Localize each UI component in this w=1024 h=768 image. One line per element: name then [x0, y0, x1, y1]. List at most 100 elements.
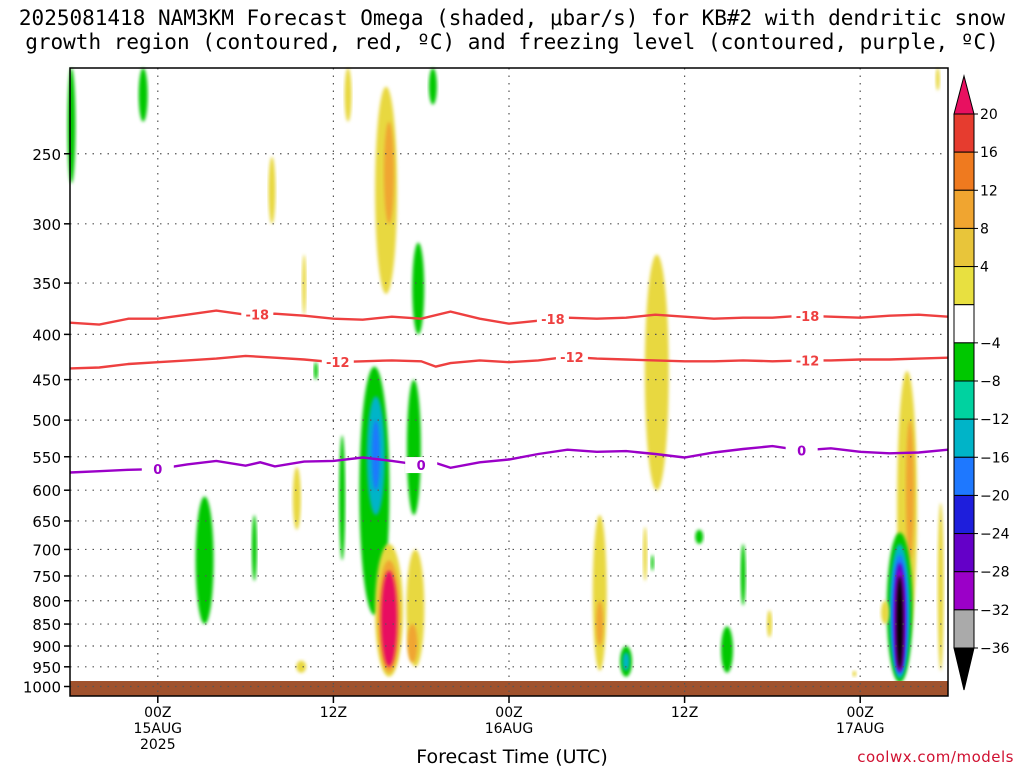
y-tick-label: 400	[32, 326, 61, 344]
y-tick-label: 850	[32, 616, 61, 634]
contour-label: -12	[796, 354, 820, 369]
omega-shade-region	[302, 254, 307, 315]
contour-label-bg	[791, 352, 824, 369]
contour-label: 0	[797, 444, 806, 459]
omega-shade-region	[195, 496, 214, 625]
omega-shade-region	[766, 610, 772, 638]
omega-shade-region	[371, 420, 380, 491]
colorbar-segment	[953, 533, 975, 573]
omega-shade-region	[292, 467, 301, 530]
title-line-2: growth region (contoured, red, ºC) and f…	[25, 30, 999, 54]
omega-shade-region	[650, 554, 654, 571]
x-tick-label: 2025	[140, 737, 176, 753]
colorbar-segment	[953, 380, 975, 420]
omega-shade-region	[381, 570, 398, 667]
contour-label-bg	[321, 354, 354, 371]
y-tick-label: 550	[32, 449, 61, 467]
omega-shade-region	[406, 379, 421, 516]
omega-shade-region	[592, 515, 607, 671]
omega-shade-region	[695, 529, 704, 544]
omega-shade-region	[622, 652, 630, 671]
chart-title: 2025081418 NAM3KM Forecast Omega (shaded…	[0, 6, 1024, 54]
omega-shade-region	[344, 68, 352, 122]
colorbar-segment	[953, 456, 975, 496]
y-tick-label: 600	[32, 482, 61, 500]
colorbar-label: 12	[980, 183, 998, 199]
contour-label: -12	[560, 351, 584, 366]
omega-shade-region	[896, 575, 904, 669]
colorbar-label: −32	[980, 603, 1010, 619]
x-tick-label: 12Z	[671, 705, 698, 721]
y-tick-label: 900	[32, 638, 61, 656]
omega-shade-region	[596, 600, 604, 647]
contour-label-bg	[241, 306, 274, 323]
omega-shade-region	[428, 68, 437, 105]
contour-label: -18	[246, 308, 270, 323]
colorbar-top-arrow	[953, 74, 975, 115]
colorbar-segment	[953, 151, 975, 191]
x-tick-label: 17AUG	[836, 721, 885, 737]
colorbar-label: 20	[980, 107, 998, 123]
x-tick-label: 00Z	[495, 705, 522, 721]
x-tick-label: 00Z	[846, 705, 873, 721]
contour-label-bg	[141, 461, 174, 478]
title-line-1: 2025081418 NAM3KM Forecast Omega (shaded…	[18, 6, 1006, 30]
x-tick-label: 12Z	[320, 705, 347, 721]
colorbar-segment	[953, 189, 975, 229]
contour-label: -12	[326, 356, 350, 371]
colorbar-label: −8	[980, 374, 1001, 390]
colorbar-bottom-arrow	[953, 647, 975, 691]
site-credit[interactable]: coolwx.com/models	[857, 748, 1014, 766]
y-tick-label: 950	[32, 659, 61, 677]
y-tick-label: 450	[32, 372, 61, 390]
omega-shade-region	[268, 156, 276, 224]
contour-label: 0	[153, 463, 162, 478]
y-tick-label: 700	[32, 541, 61, 559]
x-axis-label: Forecast Time (UTC)	[416, 746, 608, 768]
colorbar-segment	[953, 113, 975, 153]
colorbar-segment	[953, 342, 975, 382]
colorbar-label: 8	[980, 221, 989, 237]
y-tick-label: 800	[32, 593, 61, 611]
contour-label: -18	[796, 310, 820, 325]
omega-shade-region	[721, 626, 734, 673]
omega-shade-region	[852, 670, 857, 677]
omega-shade-region	[937, 502, 944, 671]
omega-shade-region	[251, 515, 257, 582]
colorbar-segment	[953, 571, 975, 611]
colorbar-segment	[953, 304, 975, 344]
colorbar-label: 16	[980, 145, 998, 161]
omega-shade-region	[67, 68, 76, 184]
colorbar-label: −12	[980, 412, 1010, 428]
x-tick-label: 00Z	[144, 705, 171, 721]
colorbar-segment	[953, 266, 975, 306]
contour-label-bg	[405, 457, 438, 474]
y-tick-label: 750	[32, 568, 61, 586]
omega-shade-region	[384, 121, 395, 224]
colorbar-segment	[953, 609, 975, 649]
omega-shading	[67, 68, 944, 683]
omega-shade-region	[881, 600, 890, 625]
colorbar-label: −28	[980, 565, 1010, 581]
colorbar-label: −36	[980, 641, 1010, 657]
ground-surface	[70, 681, 948, 696]
contour-label: -18	[541, 313, 565, 328]
y-tick-label: 650	[32, 513, 61, 531]
omega-shade-region	[740, 543, 746, 606]
colorbar-segment	[953, 494, 975, 535]
omega-shade-region	[138, 68, 148, 122]
contour-lines: -18 -18 -18 -12 -12 -12 0 0 0	[69, 306, 949, 478]
colorbar-label: −20	[980, 488, 1010, 504]
y-tick-label: 500	[32, 412, 61, 430]
omega-shade-region	[644, 254, 669, 491]
omega-shade-region	[905, 420, 914, 561]
contour-label-bg	[555, 349, 588, 366]
y-axis: 250 300 350 400 450 500 550 600 650 700 750 800 850 9…	[23, 146, 70, 697]
y-tick-label: 350	[32, 275, 61, 293]
omega-shade-region	[935, 68, 940, 91]
colorbar-label: −16	[980, 450, 1010, 466]
contour-label-bg	[536, 311, 569, 328]
colorbar: 20 16 12 8 4 −4 −8 −12 −16 −20 −24 −28 −32 −36	[953, 74, 1010, 691]
omega-shade-region	[296, 660, 307, 673]
